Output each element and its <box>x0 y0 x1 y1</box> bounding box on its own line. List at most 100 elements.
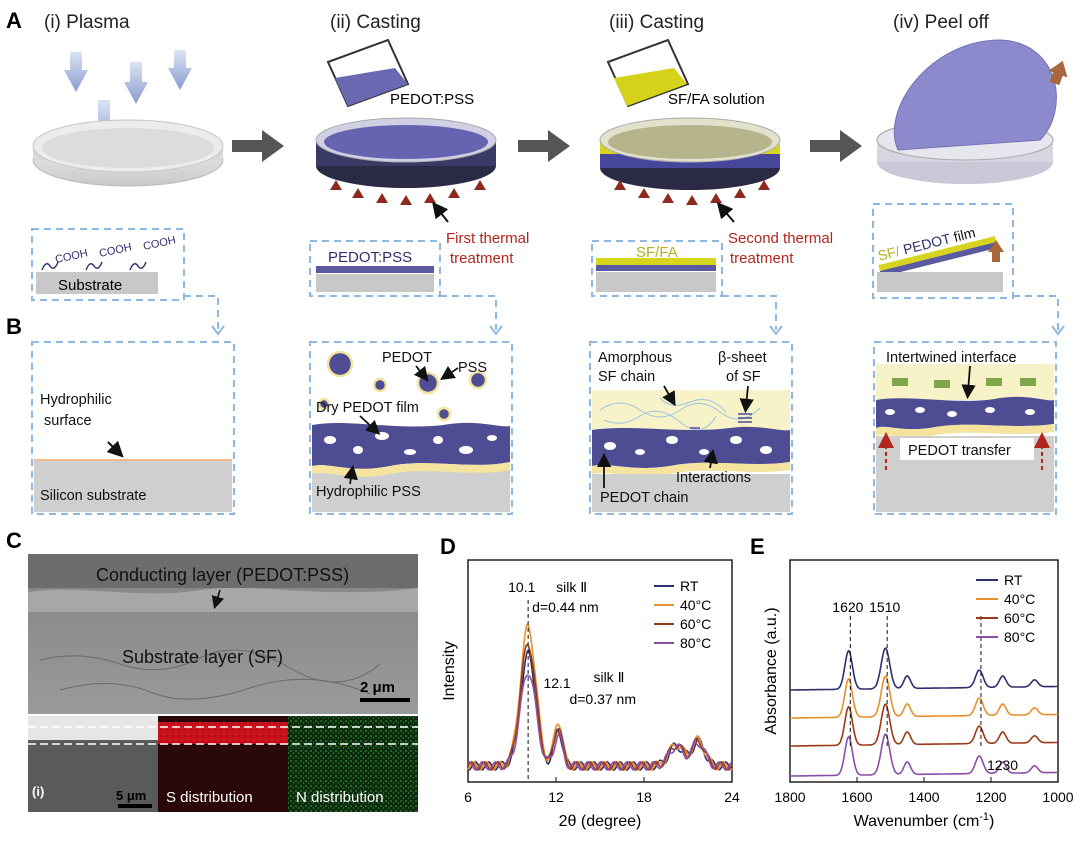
substrate-box <box>31 228 185 301</box>
sffa-layer-label: SF/FA <box>636 244 678 261</box>
second-thermal-line1: Second thermal <box>728 230 833 247</box>
panel-c-letter: C <box>6 528 22 553</box>
pss-label: PSS <box>458 360 487 376</box>
ftir-series-line-1 <box>790 675 1058 719</box>
sffa-layer-box <box>591 240 723 297</box>
ftir-series-line-2 <box>790 703 1058 747</box>
xrd-x-tick-label: 24 <box>724 789 740 805</box>
xrd-peak-note: silk Ⅱ <box>593 669 624 685</box>
xrd-plot-frame <box>467 559 733 783</box>
xrd-peak-note: d=0.44 nm <box>532 599 599 615</box>
beaker-icon <box>326 38 410 108</box>
second-thermal-line2: treatment <box>730 250 794 267</box>
hydrophilic-line2: surface <box>44 413 92 429</box>
film-label-sf: SF/ <box>876 243 901 264</box>
xrd-x-tick-label: 18 <box>636 789 652 805</box>
beaker-sf-icon <box>606 38 690 108</box>
silicon-label: Silicon substrate <box>40 488 146 504</box>
cooh-chain-icon <box>41 261 147 271</box>
peel-dish-icon <box>876 39 1068 184</box>
first-thermal-line2: treatment <box>450 250 514 267</box>
conducting-label: Conducting layer (PEDOT:PSS) <box>96 565 349 585</box>
ftir-legend-label: RT <box>1004 572 1023 588</box>
interactions-label: Interactions <box>676 470 751 486</box>
amorphous-line2: SF chain <box>598 369 655 385</box>
beta-sheet-icon <box>624 413 752 435</box>
substrate-label: Substrate <box>58 277 122 294</box>
ftir-x-tick-label: 1400 <box>908 789 939 805</box>
xrd-series-line-3 <box>467 674 733 771</box>
b-box-4 <box>873 341 1057 515</box>
petri-dish-icon <box>32 119 224 187</box>
ftir-y-axis-label: Absorbance (a.u.) <box>763 607 780 734</box>
film-label-word: film <box>952 224 977 245</box>
inset-i-label: (i) <box>32 784 44 799</box>
pedot-layer-label: PEDOT:PSS <box>328 249 412 266</box>
xrd-peak-note: d=0.37 nm <box>569 691 636 707</box>
intertwined-label: Intertwined interface <box>886 350 1017 366</box>
sf-dish-icon <box>599 117 781 190</box>
ftir-series-line-0 <box>790 647 1058 691</box>
ftir-peak-label: 1620 <box>832 599 863 615</box>
xrd-legend-label: 80°C <box>680 635 711 651</box>
film-box <box>872 203 1014 299</box>
connector-lines <box>184 295 1059 330</box>
n-distribution-label: N distribution <box>296 789 384 806</box>
xrd-x-tick-label: 12 <box>548 789 564 805</box>
heat-triangles-2-icon <box>614 180 770 205</box>
xrd-legend-label: RT <box>680 578 699 594</box>
dry-film-label: Dry PEDOT film <box>316 400 419 416</box>
beta-sheet-line2: of SF <box>726 369 761 385</box>
eds-n-map <box>288 716 418 812</box>
intertwined-beta-icon <box>892 378 1036 388</box>
ftir-x-tick-label: 1000 <box>1042 789 1073 805</box>
xrd-legend-label: 60°C <box>680 616 711 632</box>
step-peel-off: (iv) Peel off <box>893 12 989 33</box>
xrd-x-tick-label: 6 <box>464 789 472 805</box>
substrate-block <box>36 272 158 294</box>
pedot-chain-label: PEDOT chain <box>600 490 688 506</box>
pedot-layer-box <box>309 240 441 297</box>
b-box-2 <box>309 341 513 515</box>
b-box-1 <box>31 341 235 515</box>
beta-sheet-line1: β-sheet <box>718 350 767 366</box>
ftir-peak-label: 1230 <box>987 757 1018 773</box>
xrd-series-line-1 <box>467 623 733 771</box>
pedot-grains-icon <box>324 432 497 455</box>
xrd-peak-label: 12.1 <box>543 675 570 691</box>
sffa-solution-label: SF/FA solution <box>668 91 765 108</box>
xrd-legend-label: 40°C <box>680 597 711 613</box>
xrd-peak-note: silk Ⅱ <box>556 579 587 595</box>
ftir-legend-label: 40°C <box>1004 591 1035 607</box>
substrate-layer-label: Substrate layer (SF) <box>122 647 283 667</box>
ftir-x-axis-label: Wavenumber (cm-1) <box>854 811 995 830</box>
step-casting-2: (iii) Casting <box>609 12 704 33</box>
xrd-y-axis-label: Intensity <box>441 641 458 701</box>
pedot-label: PEDOT <box>382 350 432 366</box>
pedot-dish-icon <box>315 117 497 188</box>
pedot-transfer-label: PEDOT transfer <box>908 443 1011 459</box>
xrd-chart: 6 12 18 24 2θ (degree) Intensity 10.1 silk Ⅱ d=0… <box>441 559 740 830</box>
ftir-chart: 1800 1600 1400 1200 1000 Wavenumber (cm-1) Abs… <box>763 559 1074 830</box>
ftir-legend-label: 80°C <box>1004 629 1035 645</box>
step-casting-1: (ii) Casting <box>330 12 421 33</box>
first-thermal-line1: First thermal <box>446 230 529 247</box>
hydrophilic-pss-label: Hydrophilic PSS <box>316 484 421 500</box>
heat-triangles-icon <box>330 180 486 205</box>
cooh-label-2: COOH <box>98 241 133 260</box>
ftir-x-tick-label: 1600 <box>841 789 872 805</box>
panel-e-letter: E <box>750 534 765 559</box>
process-arrow-icon <box>232 130 862 162</box>
hydrophilic-line1: Hydrophilic <box>40 392 112 408</box>
panel-b-letter: B <box>6 314 22 339</box>
cooh-label-1: COOH <box>54 247 89 266</box>
peel-arrow-icon <box>988 240 1004 262</box>
ftir-series-line-3 <box>790 733 1058 777</box>
pedot-pss-label: PEDOT:PSS <box>390 91 474 108</box>
ftir-x-tick-label: 1200 <box>975 789 1006 805</box>
ftir-peak-label: 1510 <box>869 599 900 615</box>
s-distribution-label: S distribution <box>166 789 253 806</box>
scale-bar-top: 2 μm <box>360 679 395 696</box>
b-box-3 <box>589 341 793 515</box>
peeled-film-icon: SF/ PEDOT film <box>876 224 998 277</box>
